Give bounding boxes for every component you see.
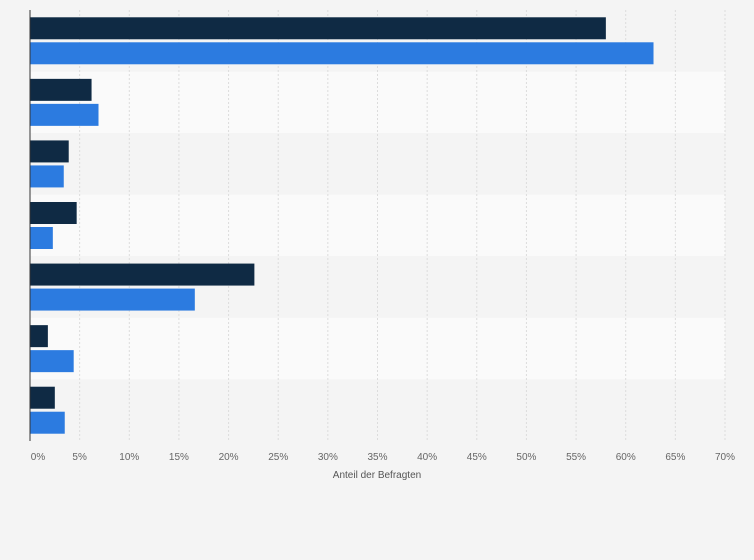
bar-series-1[interactable] — [30, 78, 92, 101]
bar-series-2[interactable] — [30, 103, 99, 126]
x-tick-label: 35% — [367, 452, 387, 463]
x-tick-label: 65% — [665, 452, 685, 463]
x-tick-label: 10% — [119, 452, 139, 463]
bar-series-2[interactable] — [30, 42, 654, 65]
x-tick-label: 30% — [318, 452, 338, 463]
bars — [30, 17, 654, 434]
x-tick-label: 15% — [169, 452, 189, 463]
bar-series-1[interactable] — [30, 202, 77, 224]
x-tick-labels: 0% 5% 10% 15% 20% 25% 30% 35% 40% 45% 50% 55% 60% 65%… — [31, 452, 735, 463]
x-axis-title: Anteil der Befragten — [333, 470, 421, 481]
x-tick-label: 70% — [715, 452, 735, 463]
x-tick-label: 0% — [31, 452, 46, 463]
x-tick-label: 20% — [219, 452, 239, 463]
bar-series-1[interactable] — [30, 325, 48, 348]
x-tick-label: 50% — [516, 452, 536, 463]
x-tick-label: 45% — [467, 452, 487, 463]
bar-series-2[interactable] — [30, 288, 195, 311]
bar-series-1[interactable] — [30, 17, 606, 40]
x-tick-label: 60% — [616, 452, 636, 463]
bar-series-2[interactable] — [30, 165, 64, 188]
bar-series-1[interactable] — [30, 263, 255, 286]
row-band — [30, 317, 725, 380]
x-tick-label: 55% — [566, 452, 586, 463]
x-tick-label: 5% — [72, 452, 87, 463]
bar-series-2[interactable] — [30, 350, 74, 373]
x-tick-label: 40% — [417, 452, 437, 463]
bar-series-2[interactable] — [30, 227, 53, 249]
bar-series-2[interactable] — [30, 411, 65, 434]
x-tick-label: 25% — [268, 452, 288, 463]
bar-series-1[interactable] — [30, 140, 69, 163]
bar-series-1[interactable] — [30, 386, 55, 409]
